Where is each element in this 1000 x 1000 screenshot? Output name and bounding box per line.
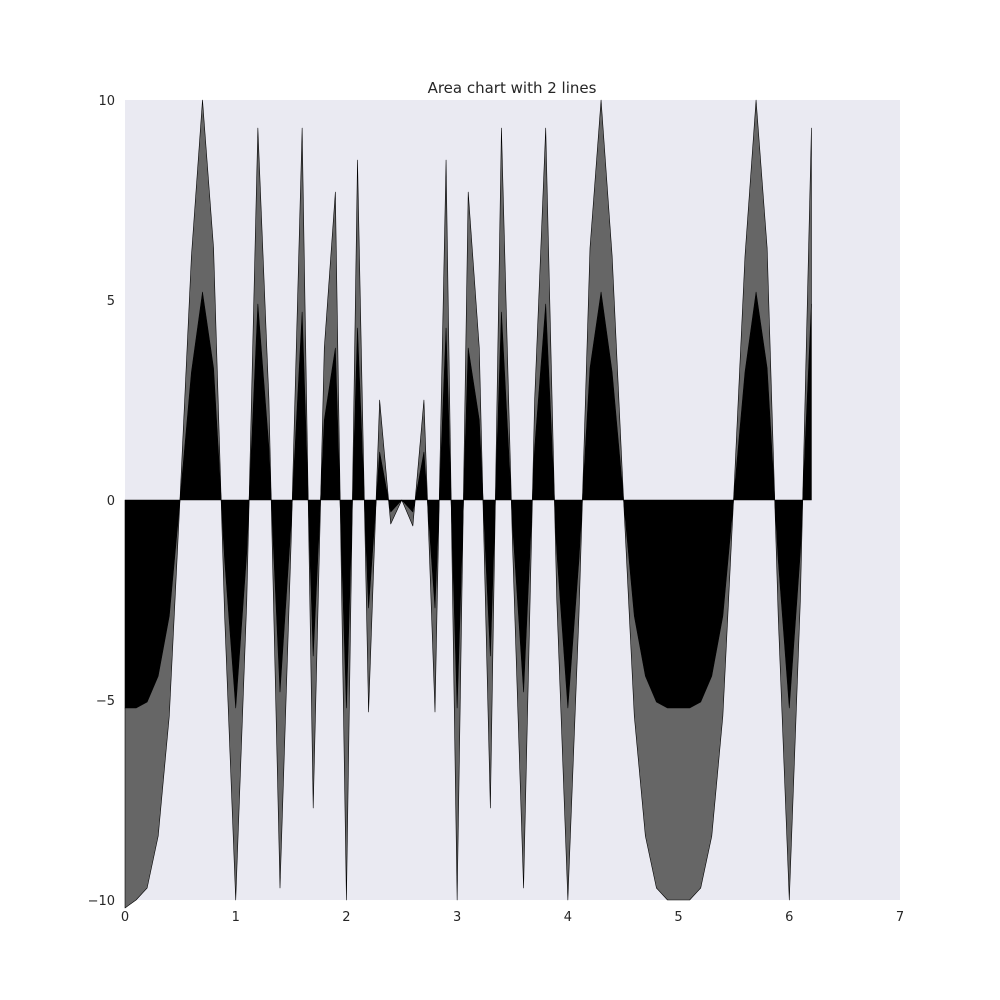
x-tick-label: 2 bbox=[342, 910, 350, 925]
area-layer bbox=[124, 99, 812, 909]
x-tick-label: 1 bbox=[232, 910, 240, 925]
chart-title: Area chart with 2 lines bbox=[428, 79, 597, 97]
y-tick-label: −5 bbox=[96, 694, 115, 709]
y-tick-labels: −10 −5 0 5 10 bbox=[88, 94, 115, 909]
x-tick-labels: 0 1 2 3 4 5 6 7 bbox=[121, 910, 904, 925]
x-tick-label: 3 bbox=[453, 910, 461, 925]
x-tick-label: 5 bbox=[674, 910, 682, 925]
x-tick-label: 4 bbox=[564, 910, 572, 925]
y-tick-label: 10 bbox=[98, 94, 115, 109]
x-tick-label: 0 bbox=[121, 910, 129, 925]
area-series-2 bbox=[124, 99, 812, 909]
y-tick-label: 0 bbox=[107, 494, 115, 509]
y-tick-label: 5 bbox=[107, 294, 115, 309]
x-tick-label: 6 bbox=[785, 910, 793, 925]
y-tick-label: −10 bbox=[88, 894, 115, 909]
x-tick-label: 7 bbox=[896, 910, 904, 925]
